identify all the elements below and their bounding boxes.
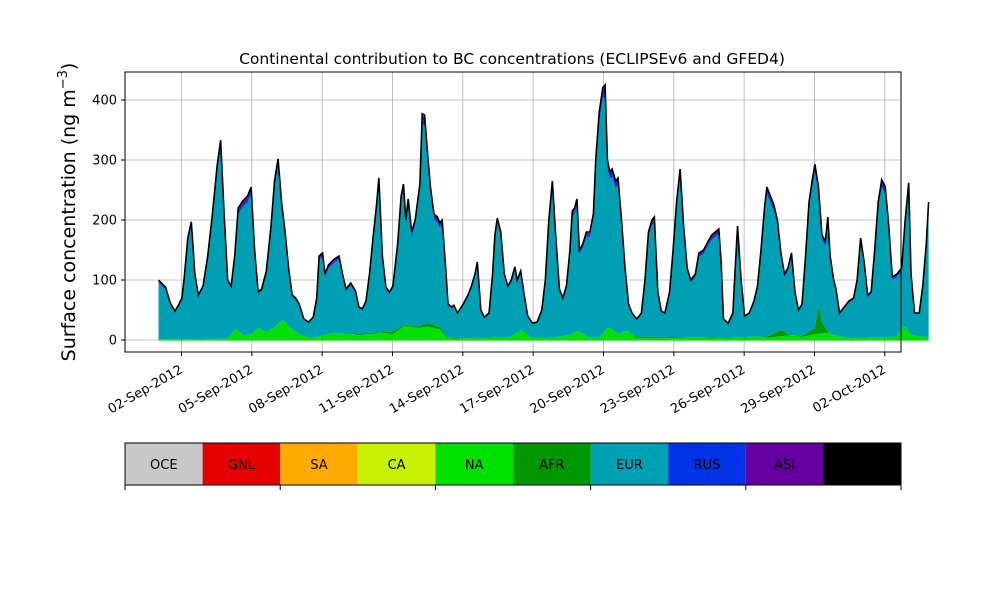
legend-colorbar: OCE GNL SA CA NA AFR EUR RUS ASI AUS — [124, 442, 902, 490]
aus-series-line — [157, 82, 930, 325]
legend-label: GNL — [228, 458, 256, 473]
na-area — [158, 320, 929, 340]
y-axis: 0 100 200 300 400 — [92, 94, 125, 349]
eur-area — [158, 96, 929, 340]
legend-swatch-gnl — [202, 443, 281, 485]
legend-swatch-afr — [513, 443, 591, 485]
legend-swatch-na — [435, 443, 513, 485]
y-axis-label: Surface concentration (ng m−3) — [56, 63, 80, 362]
legend-swatch-aus — [823, 443, 901, 485]
legend-frame — [124, 442, 902, 486]
y-tick-label: 0 — [109, 334, 117, 349]
legend-label: AUS — [849, 458, 876, 473]
y-axis-label-main: Surface concentration (ng m — [58, 89, 80, 361]
y-axis-label-close: ) — [58, 63, 80, 70]
plot-area — [157, 82, 930, 341]
plot-frame — [124, 71, 902, 353]
legend-swatch-rus — [668, 443, 746, 485]
legend-label: SA — [310, 458, 327, 473]
y-tick-label: 400 — [92, 94, 117, 109]
legend-swatch-sa — [280, 443, 358, 485]
legend-label: NA — [465, 458, 484, 473]
legend-label: AFR — [539, 458, 564, 473]
y-tick-label: 200 — [92, 214, 117, 229]
legend-label: OCE — [150, 458, 178, 473]
legend-label: CA — [388, 458, 406, 473]
y-axis-label-exponent: −3 — [56, 70, 71, 89]
legend-label: EUR — [616, 458, 643, 473]
chart-title: Continental contribution to BC concentra… — [239, 50, 785, 68]
legend-label: RUS — [694, 458, 721, 473]
legend-swatch-ca — [357, 443, 436, 485]
legend-swatch-eur — [590, 443, 669, 485]
legend-swatch-oce — [125, 443, 203, 485]
legend-label: ASI — [774, 458, 795, 473]
legend-swatch-asi — [745, 443, 824, 485]
y-tick-label: 100 — [92, 274, 117, 289]
y-tick-label: 300 — [92, 154, 117, 169]
rus-area — [158, 91, 929, 324]
